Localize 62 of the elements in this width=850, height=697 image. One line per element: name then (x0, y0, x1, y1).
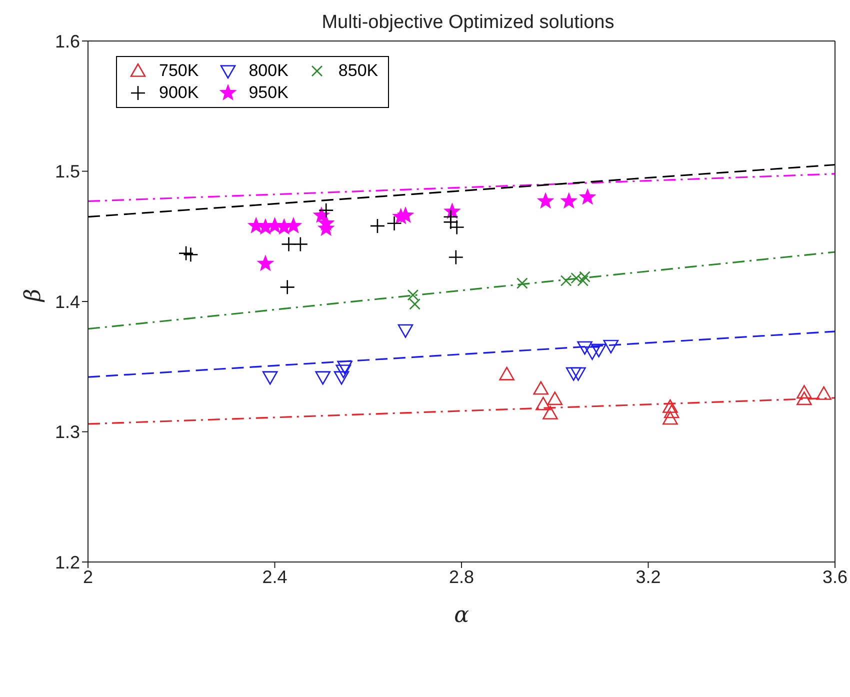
point (591, 344, 606, 358)
y-tick-label: 1.4 (54, 292, 80, 312)
legend-label: 900K (159, 83, 199, 103)
point (409, 298, 420, 310)
point (584, 346, 600, 360)
point (407, 289, 419, 301)
point (577, 341, 592, 355)
point (796, 392, 812, 406)
point (448, 250, 464, 265)
point (516, 278, 528, 289)
point (257, 255, 274, 271)
point (538, 192, 554, 208)
point (560, 192, 577, 208)
point (398, 324, 414, 338)
point (318, 214, 334, 230)
point (570, 367, 586, 381)
point (183, 246, 198, 262)
point (266, 218, 283, 233)
y-axis-title: β (20, 288, 46, 302)
point (280, 280, 296, 295)
point (533, 381, 549, 395)
x-tick-label: 2.4 (262, 566, 288, 587)
point (178, 246, 194, 261)
point (662, 399, 678, 413)
point (536, 396, 551, 410)
point (547, 392, 563, 406)
point (315, 371, 330, 385)
point (386, 216, 402, 231)
point (370, 218, 386, 234)
point (285, 218, 302, 233)
point (664, 404, 680, 418)
point (292, 236, 308, 252)
x-axis-title: α (454, 603, 470, 628)
y-tick-label: 1.3 (54, 422, 80, 442)
y-tick-label: 1.2 (54, 552, 80, 572)
point (337, 360, 352, 374)
point (603, 340, 619, 354)
point (262, 371, 278, 385)
x-tick-label: 2.8 (448, 566, 474, 587)
point (499, 366, 514, 380)
point (542, 406, 558, 420)
x-tick-label: 2 (82, 566, 94, 587)
chart-title: Multi-objective Optimized solutions (320, 12, 616, 34)
point (397, 207, 414, 222)
point (566, 367, 582, 381)
point (796, 385, 812, 399)
point (580, 188, 596, 204)
y-tick-label: 1.5 (54, 162, 80, 182)
point (318, 202, 334, 218)
point (336, 364, 352, 378)
legend-label: 800K (248, 61, 288, 81)
legend-label: 850K (338, 61, 378, 81)
point (577, 275, 589, 286)
y-tick-label: 1.6 (54, 31, 80, 52)
point (281, 236, 296, 252)
x-tick-label: 3.6 (822, 566, 848, 587)
legend-label: 950K (248, 83, 288, 103)
x-tick-label: 3.2 (636, 566, 661, 587)
point (662, 411, 678, 425)
point (334, 371, 350, 385)
point (816, 386, 832, 400)
legend-label: 750K (159, 61, 199, 81)
